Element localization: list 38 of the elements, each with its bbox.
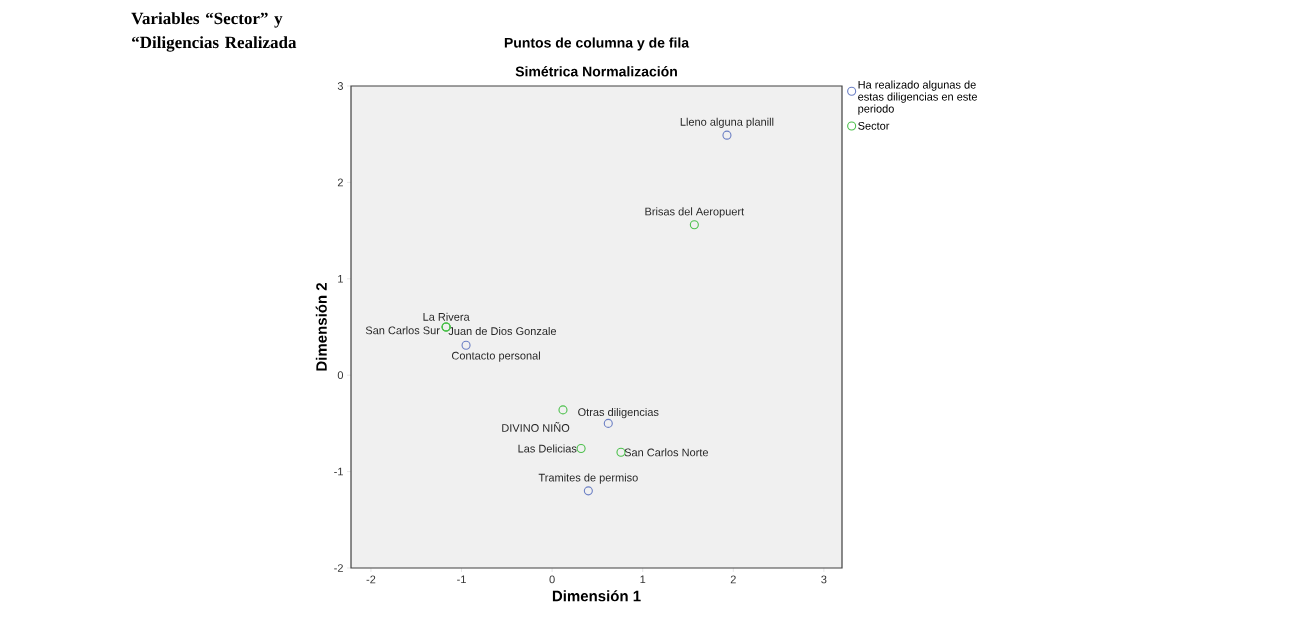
- point: [461, 340, 471, 350]
- legend-label: Ha realizado algunas de estas diligencias en este periodo: [858, 80, 977, 115]
- point: [616, 447, 626, 457]
- point: [558, 405, 568, 415]
- point: [722, 130, 732, 140]
- text: Variables “Sector” y “Diligencias Realizada: [131, 12, 297, 52]
- x-tick-label: -2: [366, 575, 376, 584]
- y-tick-label: 1: [338, 275, 343, 283]
- chart-subtitle: Simétrica Normalización: [515, 66, 677, 77]
- y-tick-label: 0: [337, 371, 344, 380]
- point: [689, 220, 699, 230]
- annotation: Tramites de permiso: [538, 473, 638, 484]
- x-tick-label: -1: [457, 575, 466, 584]
- annotation: San Carlos Sur: [365, 326, 440, 335]
- annotation: Contacto personal: [451, 351, 540, 362]
- x-tick-label: 1: [640, 575, 646, 584]
- legend-label: Sector: [858, 121, 890, 130]
- x-tick-label: 3: [821, 575, 827, 584]
- y-axis-title: Dimensión 2: [315, 283, 327, 371]
- y-tick-label: -1: [334, 467, 343, 476]
- annotation: San Carlos Norte: [624, 448, 709, 457]
- annotation: Las Delicias: [518, 444, 577, 453]
- annotation: Brisas del Aeropuert: [645, 207, 745, 218]
- chart-title: Puntos de columna y de fila: [504, 37, 690, 51]
- annotation: Lleno alguna planill: [680, 117, 774, 128]
- y-tick-label: -2: [334, 564, 343, 572]
- annotation: La Rivera: [423, 312, 470, 321]
- point: [583, 486, 593, 496]
- x-axis-title: Dimensión 1: [552, 590, 641, 602]
- y-tick-label: 3: [337, 82, 343, 90]
- x-tick-label: 0: [549, 575, 555, 584]
- point: [576, 443, 586, 453]
- x-tick-label: 2: [730, 575, 736, 584]
- annotation: Juan de Dios Gonzale: [448, 326, 557, 336]
- annotation: DIVINO NIÑO: [502, 422, 570, 432]
- point: [603, 418, 613, 428]
- annotation: Otras diligencias: [578, 407, 659, 419]
- y-tick-label: 2: [337, 178, 343, 187]
